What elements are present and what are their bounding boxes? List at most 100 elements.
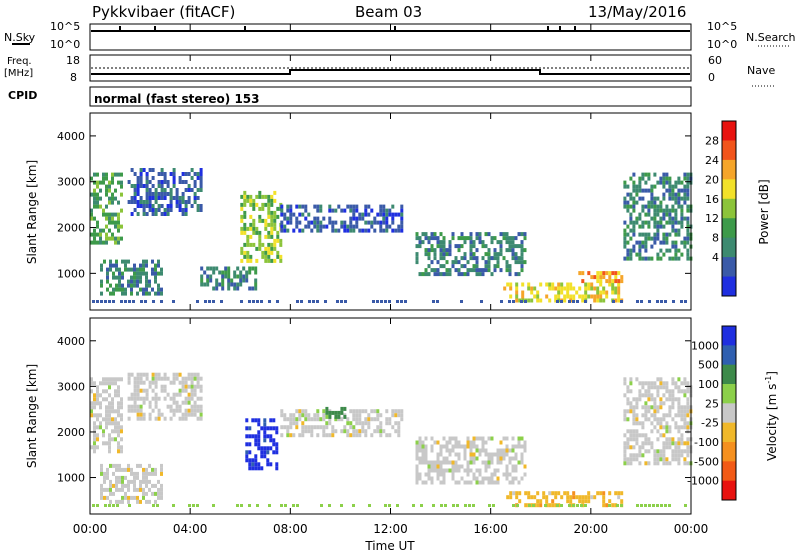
echo-cell bbox=[644, 204, 648, 209]
echo-cell bbox=[90, 413, 93, 418]
echo-cell bbox=[251, 418, 255, 423]
echo-cell bbox=[257, 442, 261, 447]
echo-cell bbox=[99, 401, 102, 406]
echo-cell bbox=[566, 495, 570, 500]
echo-cell bbox=[206, 278, 210, 283]
echo-cell bbox=[325, 414, 329, 419]
echo-cell bbox=[254, 458, 258, 463]
echo-cell bbox=[481, 268, 485, 273]
echo-cell bbox=[641, 172, 645, 177]
echo-cell bbox=[266, 450, 270, 455]
echo-cell bbox=[454, 452, 458, 457]
echo-cell bbox=[190, 384, 194, 389]
echo-cell bbox=[502, 456, 506, 461]
echo-cell bbox=[602, 290, 606, 295]
echo-cell bbox=[316, 413, 320, 418]
echo-cell bbox=[683, 240, 687, 245]
echo-cell bbox=[99, 204, 102, 209]
echo-cell bbox=[683, 393, 687, 398]
echo-cell bbox=[127, 259, 130, 264]
echo-cell bbox=[674, 232, 678, 237]
echo-cell bbox=[436, 260, 440, 265]
echo-cell bbox=[427, 256, 431, 261]
echo-cell bbox=[118, 467, 121, 472]
echo-cell bbox=[252, 226, 256, 231]
echo-cell bbox=[275, 426, 279, 431]
echo-cell bbox=[508, 300, 511, 303]
echo-cell bbox=[484, 476, 488, 481]
echo-cell bbox=[105, 409, 108, 414]
echo-cell bbox=[193, 172, 197, 176]
echo-cell bbox=[496, 264, 500, 269]
echo-cell bbox=[671, 377, 675, 382]
echo-cell bbox=[103, 495, 106, 500]
echo-cell bbox=[120, 236, 123, 241]
echo-cell bbox=[463, 236, 467, 241]
echo-cell bbox=[668, 429, 672, 434]
echo-cell bbox=[352, 417, 356, 422]
echo-cell bbox=[415, 236, 419, 241]
echo-cell bbox=[653, 224, 657, 229]
echo-cell bbox=[463, 240, 467, 245]
x-tick-label: 16:00 bbox=[473, 522, 508, 536]
echo-cell bbox=[273, 222, 277, 227]
echo-cell bbox=[190, 168, 194, 172]
echo-cell bbox=[439, 264, 443, 269]
echo-cell bbox=[647, 449, 651, 454]
echo-cell bbox=[233, 270, 237, 275]
echo-cell bbox=[653, 212, 657, 217]
echo-cell bbox=[154, 192, 158, 196]
colorbar-segment bbox=[722, 461, 736, 482]
echo-cell bbox=[397, 212, 401, 217]
echo-cell bbox=[475, 436, 479, 441]
echo-cell bbox=[391, 413, 395, 418]
echo-cell bbox=[120, 184, 123, 189]
echo-cell bbox=[178, 388, 182, 393]
echo-cell bbox=[469, 468, 473, 473]
echo-cell bbox=[145, 200, 149, 204]
echo-cell bbox=[133, 184, 137, 188]
echo-cell bbox=[154, 291, 157, 296]
echo-cell bbox=[279, 242, 283, 247]
echo-cell bbox=[545, 495, 549, 500]
echo-cell bbox=[668, 220, 672, 225]
echo-cell bbox=[109, 267, 112, 272]
echo-cell bbox=[379, 413, 383, 418]
echo-cell bbox=[111, 377, 114, 382]
echo-cell bbox=[124, 267, 127, 272]
echo-cell bbox=[322, 224, 326, 229]
echo-cell bbox=[599, 290, 603, 295]
echo-cell bbox=[478, 480, 482, 485]
echo-cell bbox=[258, 246, 262, 251]
echo-cell bbox=[331, 208, 335, 213]
echo-cell bbox=[136, 372, 140, 377]
echo-cell bbox=[616, 504, 619, 507]
echo-cell bbox=[496, 456, 500, 461]
echo-cell bbox=[671, 256, 675, 261]
echo-cell bbox=[307, 429, 311, 434]
echo-cell bbox=[421, 460, 425, 465]
echo-cell bbox=[581, 298, 585, 303]
echo-cell bbox=[505, 264, 509, 269]
echo-cell bbox=[252, 230, 256, 235]
echo-cell bbox=[626, 184, 630, 189]
echo-cell bbox=[108, 504, 111, 507]
echo-cell bbox=[243, 226, 247, 231]
echo-cell bbox=[133, 275, 136, 280]
echo-cell bbox=[644, 449, 648, 454]
echo-cell bbox=[349, 220, 353, 225]
echo-cell bbox=[505, 240, 509, 245]
echo-cell bbox=[566, 282, 570, 287]
echo-cell bbox=[662, 252, 666, 257]
echo-cell bbox=[427, 240, 431, 245]
echo-cell bbox=[121, 467, 124, 472]
echo-cell bbox=[460, 256, 464, 261]
echo-cell bbox=[442, 472, 446, 477]
echo-cell bbox=[496, 452, 500, 457]
echo-cell bbox=[647, 409, 651, 414]
echo-cell bbox=[445, 260, 449, 265]
echo-cell bbox=[117, 377, 120, 382]
echo-cell bbox=[433, 468, 437, 473]
echo-cell bbox=[635, 421, 639, 426]
echo-cell bbox=[686, 256, 690, 261]
